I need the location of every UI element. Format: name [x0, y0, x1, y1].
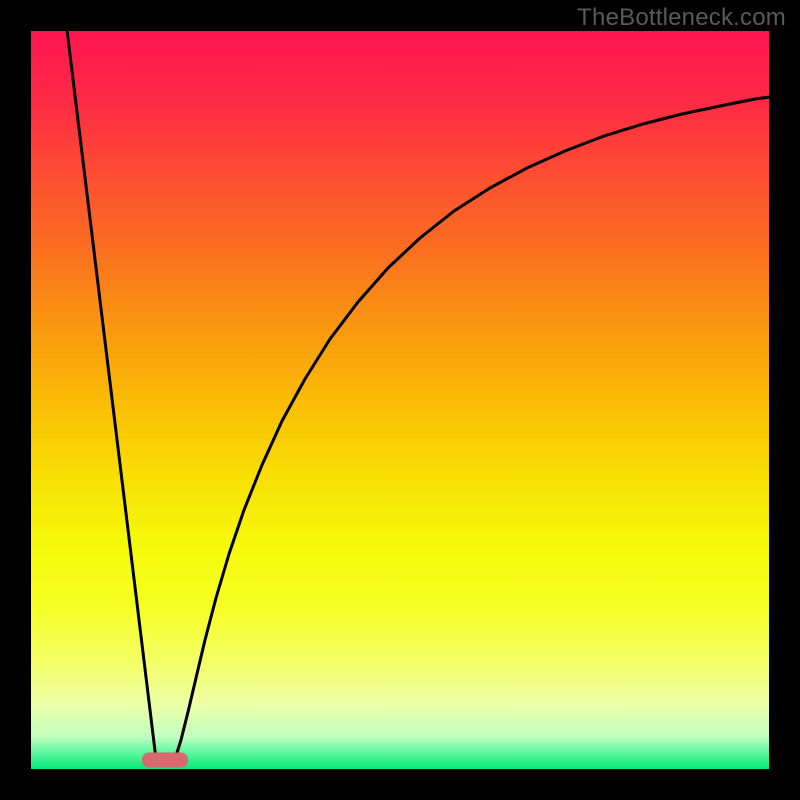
chart-container: TheBottleneck.com [0, 0, 800, 800]
bottleneck-marker [142, 753, 188, 768]
watermark-text: TheBottleneck.com [577, 4, 786, 32]
bottleneck-chart [0, 0, 800, 800]
plot-background [30, 30, 770, 770]
